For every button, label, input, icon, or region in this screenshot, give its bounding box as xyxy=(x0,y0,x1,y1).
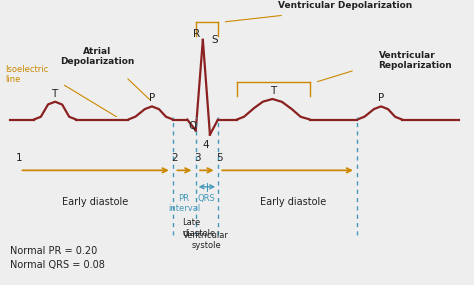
Text: 2: 2 xyxy=(171,154,178,164)
Text: QRS: QRS xyxy=(198,194,216,203)
Text: T: T xyxy=(51,89,57,99)
Text: Ventricular
systole: Ventricular systole xyxy=(183,231,229,250)
Text: Early diastole: Early diastole xyxy=(260,197,327,207)
Text: Early diastole: Early diastole xyxy=(62,197,128,207)
Text: R: R xyxy=(193,28,201,38)
Text: P: P xyxy=(149,93,155,103)
Text: Late
diastole: Late diastole xyxy=(182,218,216,238)
Text: Normal QRS = 0.08: Normal QRS = 0.08 xyxy=(10,260,105,270)
Text: Ventricular
Repolarization: Ventricular Repolarization xyxy=(379,51,452,70)
Text: T: T xyxy=(270,86,276,96)
Text: S: S xyxy=(212,35,219,45)
Text: Isoelectric
line: Isoelectric line xyxy=(5,64,49,84)
Text: P: P xyxy=(378,93,384,103)
Text: 5: 5 xyxy=(216,154,223,164)
Text: 4: 4 xyxy=(203,140,210,150)
Text: Atrial
Depolarization: Atrial Depolarization xyxy=(60,46,135,66)
Text: Q: Q xyxy=(189,121,197,131)
Text: 1: 1 xyxy=(16,154,23,164)
Text: Ventricular Depolarization: Ventricular Depolarization xyxy=(278,1,413,10)
Text: PR
interval: PR interval xyxy=(168,194,200,213)
Text: 3: 3 xyxy=(194,154,201,164)
Text: Normal PR = 0.20: Normal PR = 0.20 xyxy=(10,246,97,256)
